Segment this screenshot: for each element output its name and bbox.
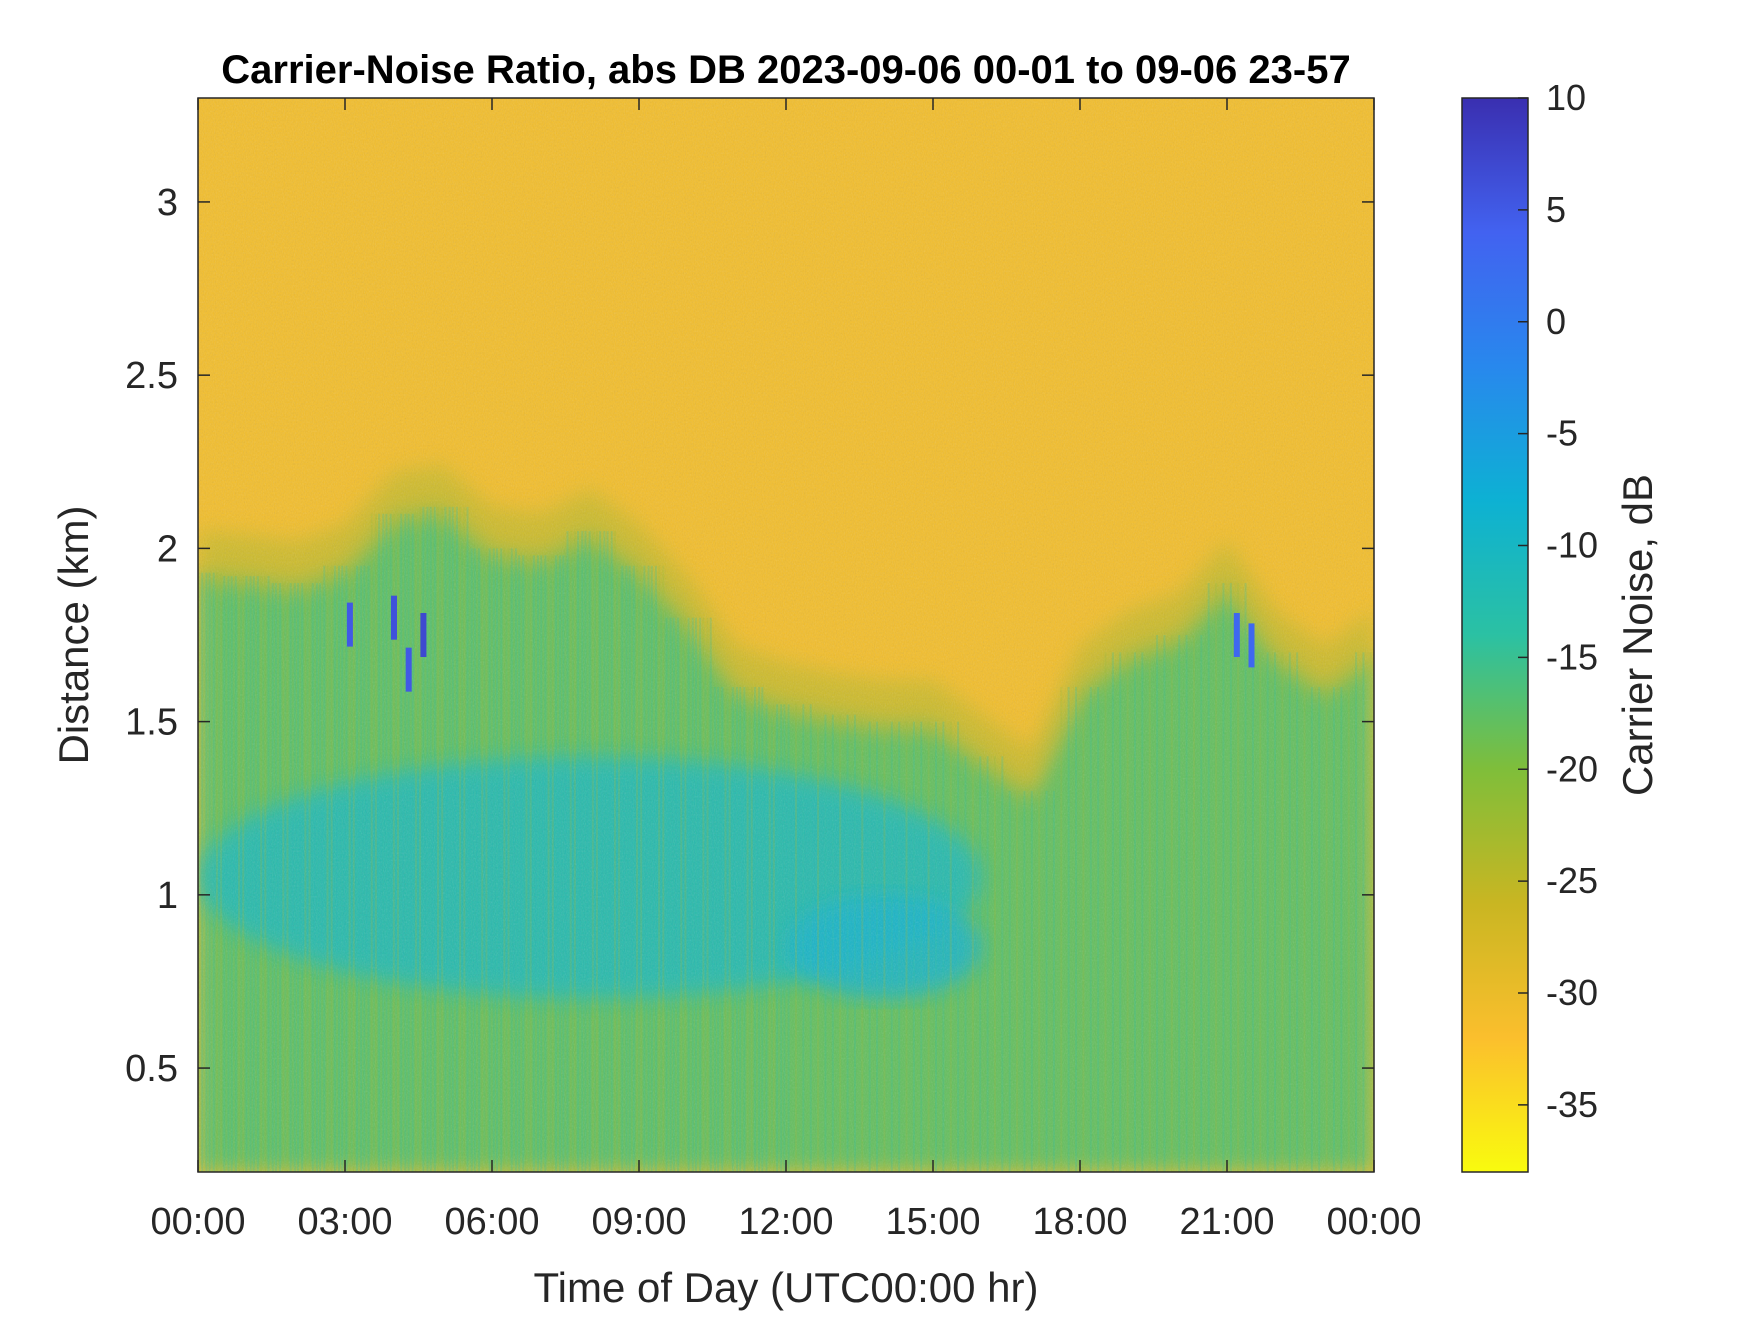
plot-area [198, 98, 1374, 1172]
x-tick-label: 06:00 [444, 1201, 539, 1243]
y-tick-label: 1 [157, 875, 178, 917]
y-tick-label: 3 [157, 182, 178, 224]
x-tick-label: 15:00 [885, 1201, 980, 1243]
colorbar-tick-label: -20 [1546, 748, 1598, 789]
y-tick-label: 2 [157, 528, 178, 570]
x-tick-label: 12:00 [738, 1201, 833, 1243]
colorbar-tick-label: -10 [1546, 525, 1598, 566]
x-tick-label: 03:00 [297, 1201, 392, 1243]
colorbar-tick-label: -15 [1546, 636, 1598, 677]
x-axis-label: Time of Day (UTC00:00 hr) [534, 1264, 1039, 1311]
colorbar [1461, 97, 1529, 1173]
heatmap-cell-high [420, 613, 427, 657]
x-tick-label: 09:00 [591, 1201, 686, 1243]
colorbar-tick-label: -25 [1546, 860, 1598, 901]
colorbar-tick-label: -35 [1546, 1084, 1598, 1125]
colorbar-tick-label: 5 [1546, 189, 1566, 230]
y-axis-label: Distance (km) [50, 505, 97, 764]
heatmap-cell-high [405, 647, 412, 692]
y-tick-label: 1.5 [125, 702, 178, 744]
y-tick-label: 2.5 [125, 355, 178, 397]
colorbar-tick-label: -30 [1546, 972, 1598, 1013]
x-tick-label: 00:00 [1326, 1201, 1421, 1243]
x-tick-label: 00:00 [150, 1201, 245, 1243]
colorbar-tick-label: -5 [1546, 413, 1578, 454]
colorbar-label: Carrier Noise, dB [1614, 474, 1661, 796]
heatmap-grain [198, 98, 1374, 1172]
heatmap-cell-high [391, 595, 397, 640]
y-tick-label: 0.5 [125, 1048, 178, 1090]
heatmap-cell-high [346, 602, 353, 647]
colorbar-tick-label: 0 [1546, 301, 1566, 342]
heatmap-cell-high [1233, 613, 1240, 657]
colorbar-tick-label: 10 [1546, 77, 1586, 118]
heatmap-cell-high [1248, 623, 1255, 668]
x-tick-label: 21:00 [1179, 1201, 1274, 1243]
chart-title: Carrier-Noise Ratio, abs DB 2023-09-06 0… [221, 48, 1350, 92]
x-tick-label: 18:00 [1032, 1201, 1127, 1243]
